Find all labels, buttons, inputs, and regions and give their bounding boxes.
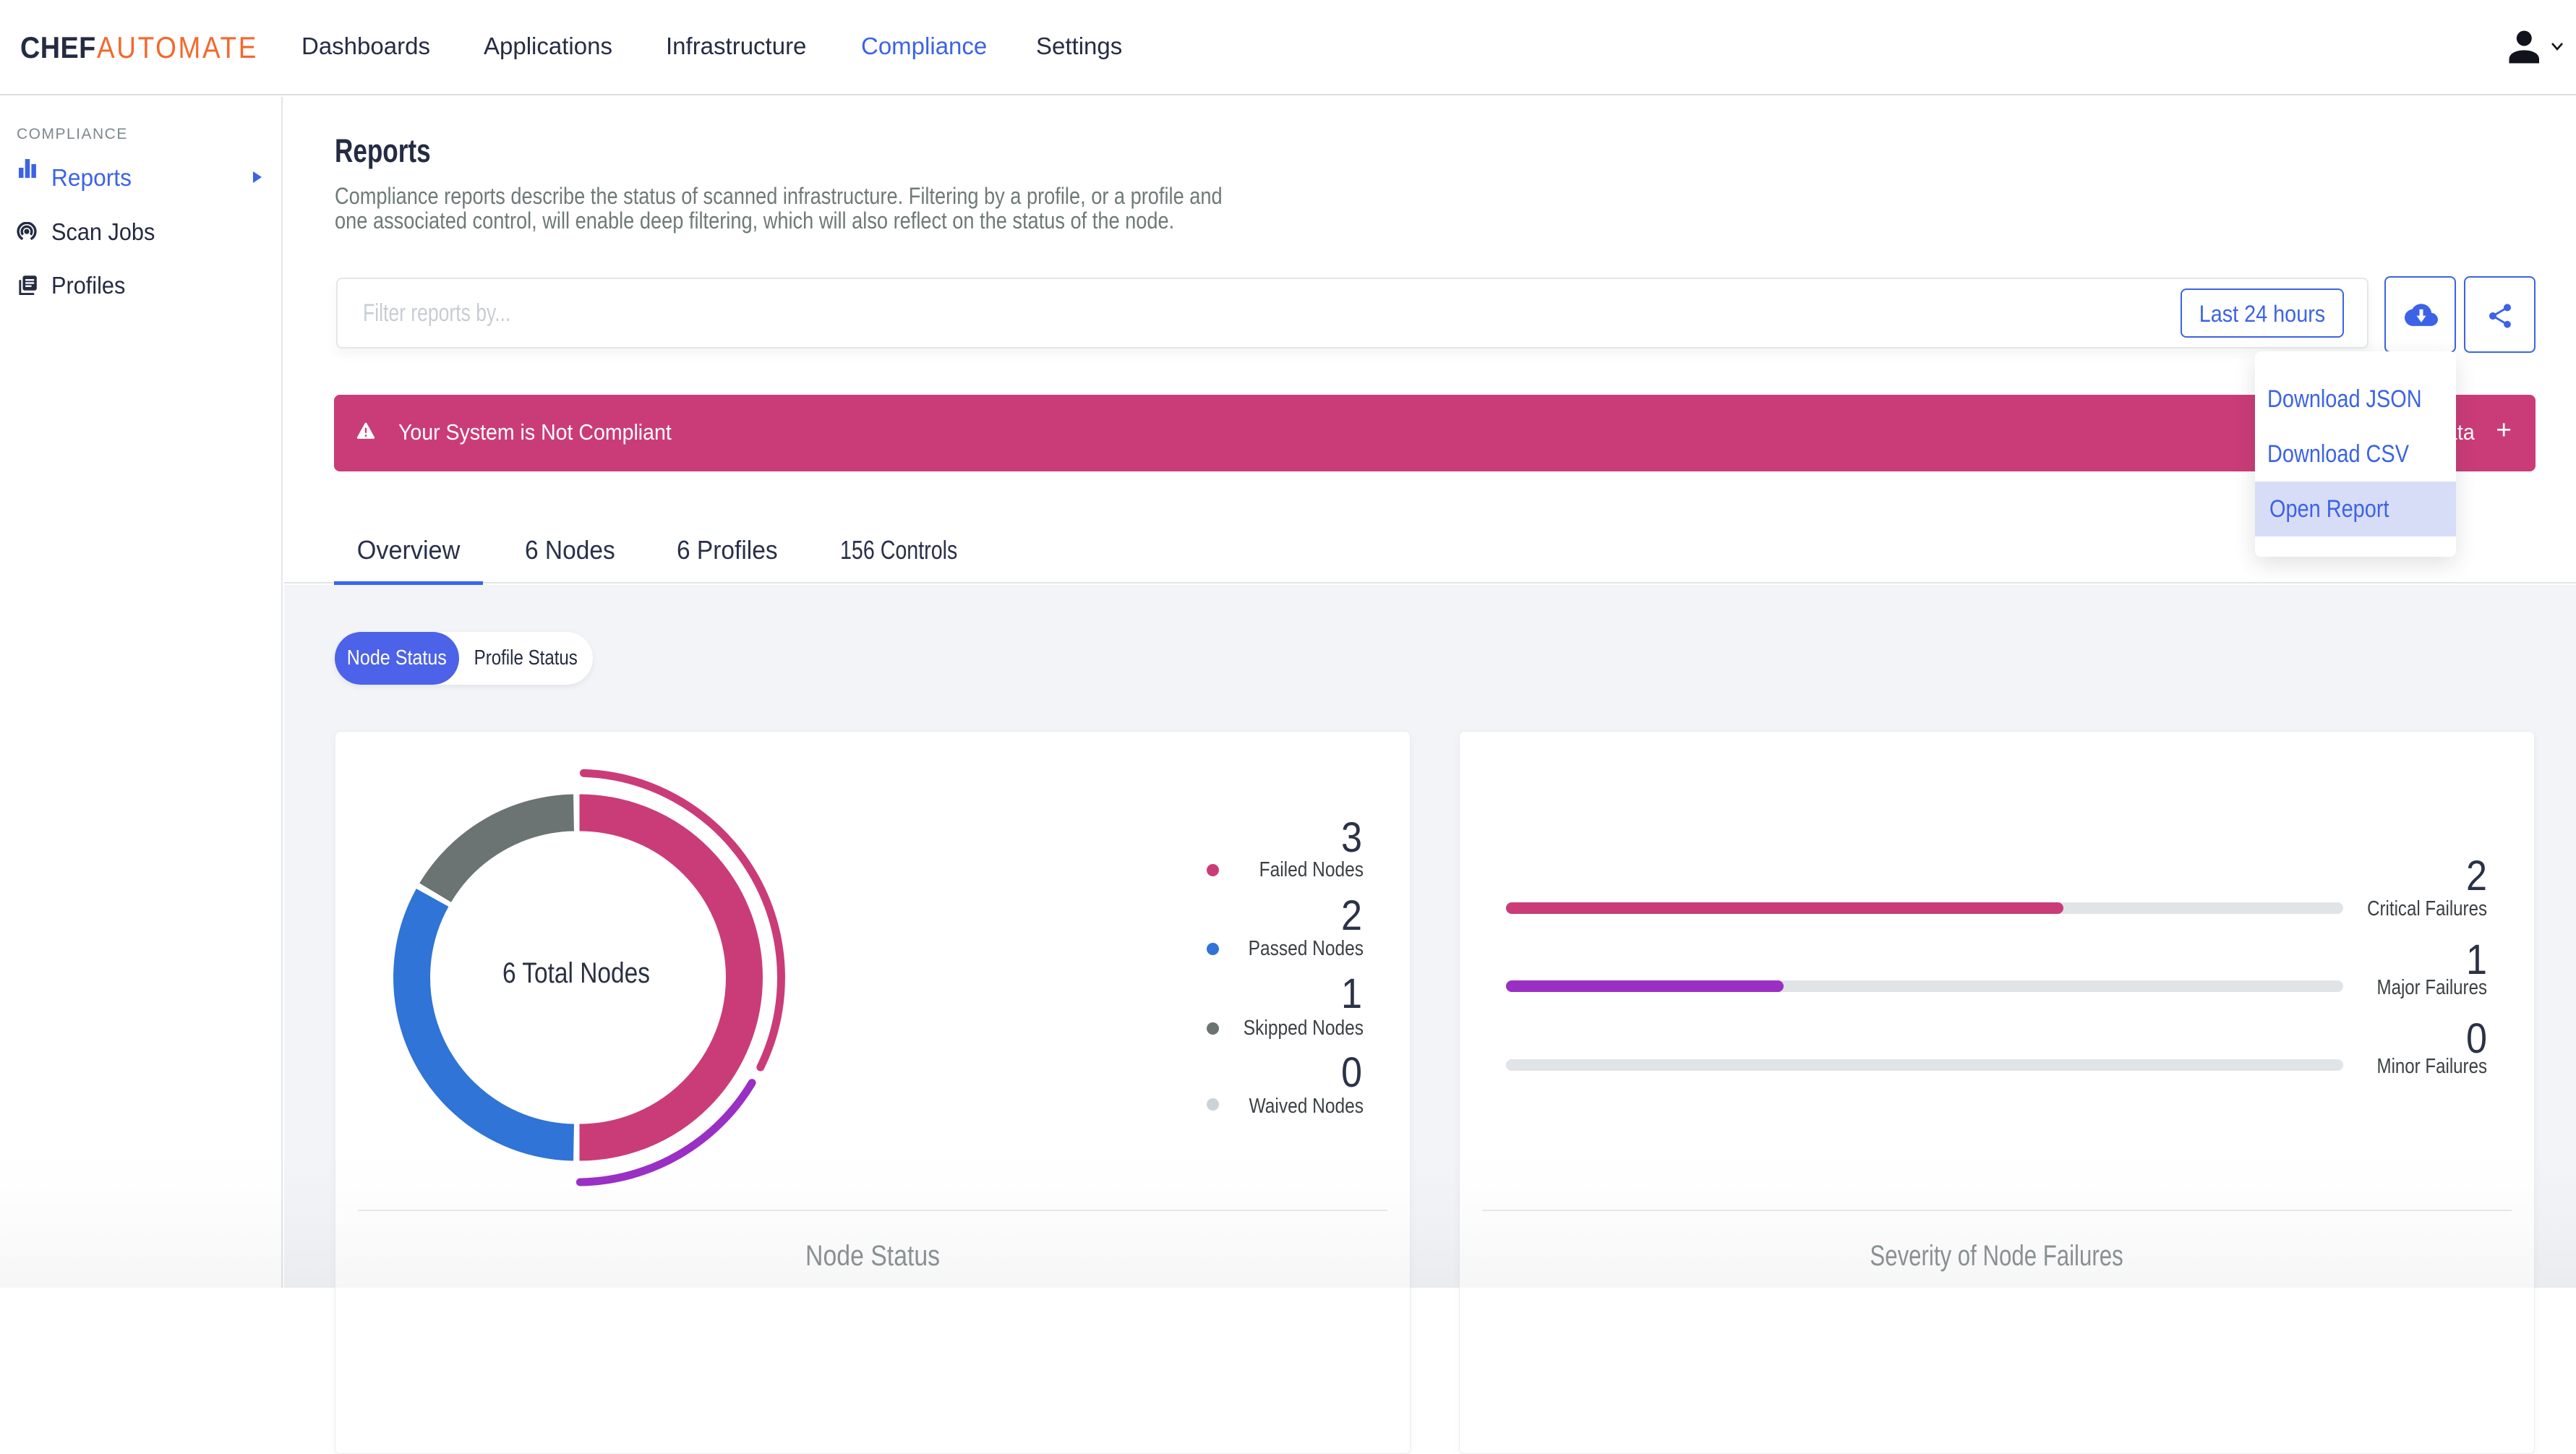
svg-text:6 Total Nodes: 6 Total Nodes bbox=[502, 957, 650, 989]
